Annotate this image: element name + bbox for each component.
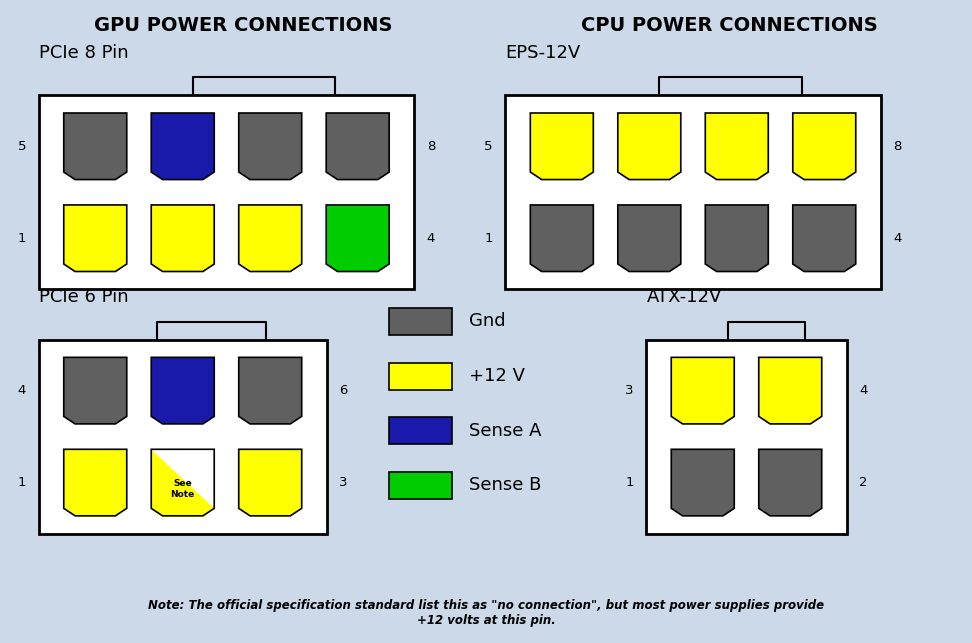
Text: 4: 4 (893, 231, 902, 245)
Text: EPS-12V: EPS-12V (505, 44, 580, 62)
Text: ATX-12V: ATX-12V (646, 288, 722, 306)
Text: 5: 5 (484, 140, 493, 153)
FancyBboxPatch shape (505, 95, 881, 289)
Polygon shape (618, 205, 680, 271)
Polygon shape (152, 205, 214, 271)
Text: 2: 2 (859, 476, 868, 489)
Text: 1: 1 (484, 231, 493, 245)
Polygon shape (239, 358, 301, 424)
Polygon shape (531, 113, 593, 179)
Text: 8: 8 (427, 140, 435, 153)
Polygon shape (152, 358, 214, 424)
Polygon shape (706, 113, 768, 179)
Text: 3: 3 (625, 384, 634, 397)
Polygon shape (327, 113, 389, 179)
Polygon shape (672, 449, 734, 516)
Text: 8: 8 (893, 140, 902, 153)
Polygon shape (64, 113, 126, 179)
Text: PCIe 6 Pin: PCIe 6 Pin (39, 288, 128, 306)
Polygon shape (793, 205, 855, 271)
Text: CPU POWER CONNECTIONS: CPU POWER CONNECTIONS (580, 16, 878, 35)
Polygon shape (152, 113, 214, 179)
Polygon shape (618, 113, 680, 179)
FancyBboxPatch shape (389, 417, 452, 444)
FancyBboxPatch shape (389, 308, 452, 335)
Text: 6: 6 (339, 384, 348, 397)
Polygon shape (759, 449, 821, 516)
Polygon shape (64, 449, 126, 516)
Text: 4: 4 (427, 231, 435, 245)
Text: Sense B: Sense B (469, 476, 541, 494)
Text: 1: 1 (625, 476, 634, 489)
Text: Note: The official specification standard list this as "no connection", but most: Note: The official specification standar… (148, 599, 824, 627)
Polygon shape (327, 205, 389, 271)
Text: 3: 3 (339, 476, 348, 489)
Polygon shape (672, 358, 734, 424)
Polygon shape (239, 205, 301, 271)
Text: 1: 1 (17, 231, 26, 245)
FancyBboxPatch shape (389, 472, 452, 499)
Polygon shape (531, 205, 593, 271)
Polygon shape (152, 449, 214, 516)
FancyBboxPatch shape (646, 340, 847, 534)
Polygon shape (64, 358, 126, 424)
Text: PCIe 8 Pin: PCIe 8 Pin (39, 44, 128, 62)
FancyBboxPatch shape (39, 95, 414, 289)
Text: Gnd: Gnd (469, 312, 506, 331)
FancyBboxPatch shape (389, 363, 452, 390)
Polygon shape (239, 113, 301, 179)
Text: See
Note: See Note (171, 479, 194, 499)
Polygon shape (759, 358, 821, 424)
Text: 5: 5 (17, 140, 26, 153)
Text: Sense A: Sense A (469, 422, 542, 440)
Text: GPU POWER CONNECTIONS: GPU POWER CONNECTIONS (93, 16, 393, 35)
Polygon shape (793, 113, 855, 179)
FancyBboxPatch shape (39, 340, 327, 534)
Polygon shape (152, 449, 214, 509)
Text: 1: 1 (17, 476, 26, 489)
Polygon shape (706, 205, 768, 271)
Polygon shape (64, 205, 126, 271)
Text: +12 V: +12 V (469, 367, 526, 385)
Text: 4: 4 (17, 384, 26, 397)
Polygon shape (239, 449, 301, 516)
Text: 4: 4 (859, 384, 868, 397)
